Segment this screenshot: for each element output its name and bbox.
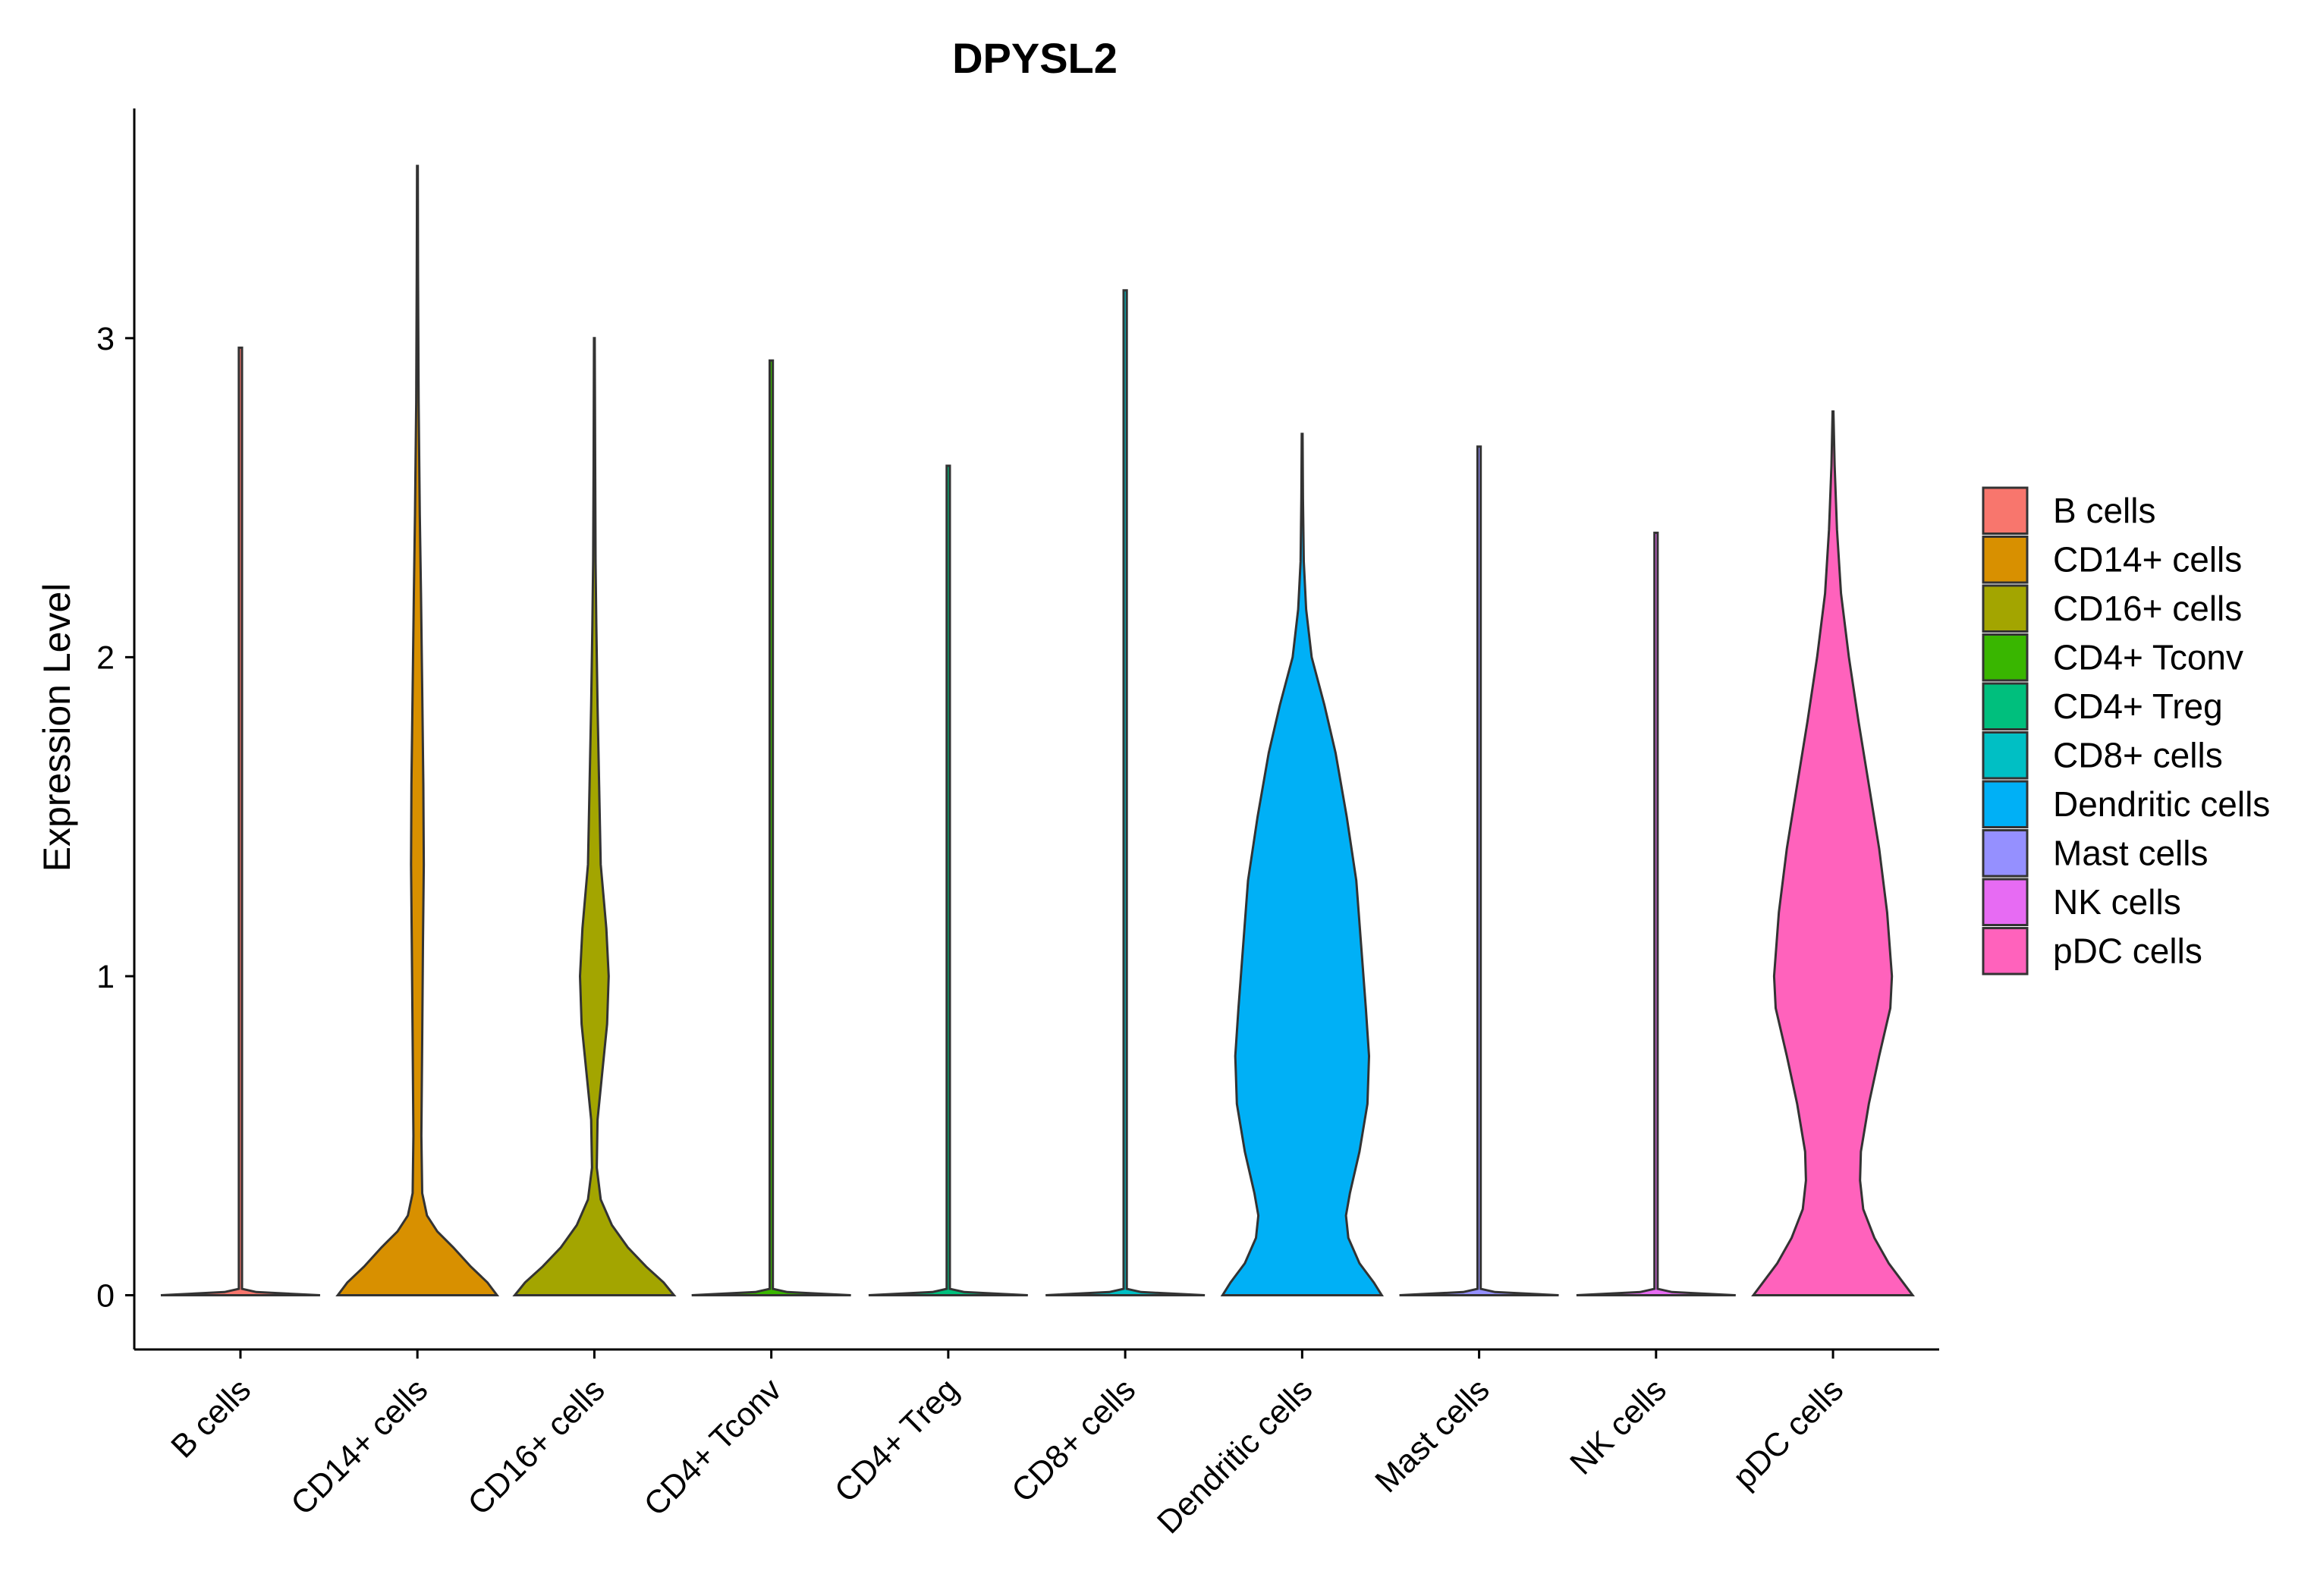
legend-key [1982, 486, 2029, 535]
x-tick-label: CD14+ cells [285, 1371, 435, 1522]
y-tick-label: 1 [96, 959, 115, 995]
legend-label: Dendritic cells [2053, 784, 2270, 824]
legend-key [1982, 927, 2029, 976]
legend-label: CD8+ cells [2053, 736, 2223, 775]
x-tick-label: CD8+ cells [1004, 1371, 1143, 1510]
x-tick-label: CD4+ Tconv [637, 1371, 789, 1523]
chart-title: DPYSL2 [952, 34, 1118, 82]
y-tick-label: 3 [96, 321, 115, 357]
violin-cd4-tconv [691, 359, 851, 1296]
violin-nk-cells [1576, 531, 1736, 1296]
violin-pdc-cells [1751, 410, 1915, 1296]
violin-cd4-treg [868, 464, 1028, 1296]
x-tick-label: NK cells [1563, 1371, 1673, 1481]
legend: B cells CD14+ cells CD16+ cells CD4+ Tconv C… [1982, 486, 2270, 976]
legend-key [1982, 780, 2029, 828]
violin-cd14-cells [335, 165, 500, 1296]
legend-key [1982, 584, 2029, 633]
legend-label: CD14+ cells [2053, 540, 2242, 580]
legend-key [1982, 731, 2029, 780]
y-axis-label: Expression Level [36, 583, 78, 872]
x-tick-label: Mast cells [1369, 1371, 1497, 1500]
violin-dendritic-cells [1220, 432, 1385, 1296]
violin-series [160, 165, 1915, 1296]
legend-label: CD4+ Treg [2053, 686, 2223, 726]
y-tick-label: 2 [96, 639, 115, 676]
violin-mast-cells [1399, 445, 1559, 1296]
y-tick-label: 0 [96, 1278, 115, 1315]
legend-label: CD16+ cells [2053, 589, 2242, 628]
legend-label: Mast cells [2053, 834, 2208, 873]
violin-cd8-cells [1045, 289, 1206, 1296]
legend-label: CD4+ Tconv [2053, 638, 2243, 677]
x-tick-label: CD16+ cells [461, 1371, 612, 1522]
x-tick-label: Dendritic cells [1150, 1371, 1319, 1541]
violin-cd16-cells [512, 337, 677, 1296]
x-tick-label: B cells [165, 1371, 259, 1466]
legend-label: B cells [2053, 491, 2155, 530]
y-axis-ticks: 0 1 2 3 [96, 321, 134, 1315]
legend-key [1982, 829, 2029, 878]
legend-key [1982, 878, 2029, 926]
x-tick-label: CD4+ Treg [828, 1371, 966, 1510]
legend-key [1982, 682, 2029, 730]
legend-key [1982, 536, 2029, 584]
legend-label: pDC cells [2053, 932, 2202, 971]
violin-b-cells [160, 346, 320, 1296]
x-tick-label: pDC cells [1726, 1371, 1850, 1496]
x-axis-ticks: B cells CD14+ cells CD16+ cells CD4+ Tconv C… [165, 1349, 1850, 1541]
legend-key [1982, 633, 2029, 682]
legend-label: NK cells [2053, 882, 2181, 922]
